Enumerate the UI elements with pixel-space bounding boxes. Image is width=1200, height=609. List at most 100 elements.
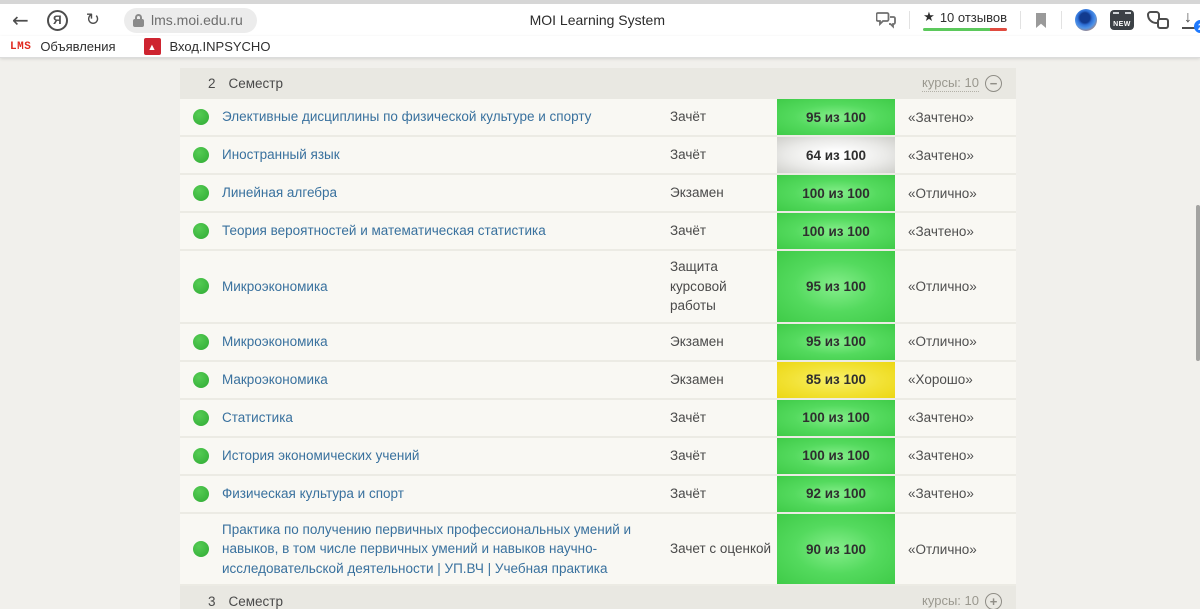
course-row: Элективные дисциплины по физической куль… bbox=[180, 99, 1016, 137]
course-name-cell: Элективные дисциплины по физической куль… bbox=[222, 101, 670, 133]
assessment-type-cell: Зачёт bbox=[670, 402, 777, 434]
downloads-button[interactable]: ↓ 2 bbox=[1182, 9, 1200, 31]
course-link[interactable]: Микроэкономика bbox=[222, 279, 328, 294]
assessment-type-cell: Зачёт bbox=[670, 478, 777, 510]
status-dot-icon bbox=[193, 410, 209, 426]
separator bbox=[1061, 11, 1062, 29]
separator bbox=[909, 11, 910, 29]
grade-cell: «Зачтено» bbox=[895, 224, 1016, 239]
course-name-cell: Микроэкономика bbox=[222, 326, 670, 358]
status-cell bbox=[180, 410, 222, 426]
grade-cell: «Зачтено» bbox=[895, 486, 1016, 501]
course-row: Теория вероятностей и математическая ста… bbox=[180, 213, 1016, 251]
rating-bar bbox=[923, 28, 1007, 31]
course-row: История экономических учений Зачёт 100 и… bbox=[180, 438, 1016, 476]
assessment-type-cell: Экзамен bbox=[670, 177, 777, 209]
assessment-type-cell: Зачёт bbox=[670, 139, 777, 171]
status-dot-icon bbox=[193, 147, 209, 163]
collections-icon[interactable] bbox=[1147, 11, 1169, 29]
courses-count-link[interactable]: курсы: 10 bbox=[922, 75, 979, 92]
bookmark-announcements[interactable]: LMS Объявления bbox=[10, 39, 116, 54]
score-badge: 85 из 100 bbox=[777, 362, 895, 398]
status-dot-icon bbox=[193, 486, 209, 502]
course-link[interactable]: Физическая культура и спорт bbox=[222, 486, 404, 501]
status-dot-icon bbox=[193, 448, 209, 464]
assessment-type-cell: Экзамен bbox=[670, 326, 777, 358]
semester-3-expand-control[interactable]: курсы: 10 + bbox=[922, 593, 1002, 609]
status-cell bbox=[180, 278, 222, 294]
course-name-cell: Физическая культура и спорт bbox=[222, 478, 670, 510]
expand-plus-icon[interactable]: + bbox=[985, 593, 1002, 609]
course-row: Статистика Зачёт 100 из 100 «Зачтено» bbox=[180, 400, 1016, 438]
site-rating[interactable]: ★ 10 отзывов bbox=[923, 9, 1007, 31]
yandex-logo-icon[interactable]: Я bbox=[47, 10, 68, 31]
assessment-type-cell: Экзамен bbox=[670, 364, 777, 396]
course-link[interactable]: Иностранный язык bbox=[222, 147, 340, 162]
bookmark-inpsycho-login[interactable]: ▲ Вход.INPSYCHO bbox=[144, 38, 271, 55]
status-cell bbox=[180, 109, 222, 125]
star-icon: ★ bbox=[923, 9, 935, 25]
score-badge: 92 из 100 bbox=[777, 476, 895, 512]
new-extension-icon[interactable]: NEW bbox=[1110, 10, 1134, 30]
semester-2-header: 2 Семестр курсы: 10 − bbox=[180, 68, 1016, 99]
vertical-scrollbar[interactable] bbox=[1196, 205, 1200, 361]
address-bar[interactable]: lms.moi.edu.ru bbox=[124, 8, 257, 33]
assessment-type-cell: Зачёт bbox=[670, 101, 777, 133]
course-row: Практика по получению первичных професси… bbox=[180, 514, 1016, 587]
course-rows: Элективные дисциплины по физической куль… bbox=[180, 99, 1016, 586]
course-link[interactable]: Элективные дисциплины по физической куль… bbox=[222, 109, 591, 124]
assessment-type-cell: Зачет с оценкой bbox=[670, 533, 777, 565]
refresh-button[interactable]: ↻ bbox=[86, 12, 100, 29]
url-text: lms.moi.edu.ru bbox=[151, 12, 243, 28]
course-name-cell: Теория вероятностей и математическая ста… bbox=[222, 215, 670, 247]
course-row: Макроэкономика Экзамен 85 из 100 «Хорошо… bbox=[180, 362, 1016, 400]
courses-count-link[interactable]: курсы: 10 bbox=[922, 593, 979, 609]
course-name-cell: Микроэкономика bbox=[222, 271, 670, 303]
status-cell bbox=[180, 223, 222, 239]
course-name-cell: Практика по получению первичных професси… bbox=[222, 514, 670, 585]
downloads-count-badge: 2 bbox=[1194, 20, 1200, 33]
grades-table: 2 Семестр курсы: 10 − Элективные дисципл… bbox=[180, 68, 1016, 609]
semester-2-collapse-control[interactable]: курсы: 10 − bbox=[922, 75, 1002, 92]
course-link[interactable]: Линейная алгебра bbox=[222, 185, 337, 200]
status-cell bbox=[180, 486, 222, 502]
course-row: Физическая культура и спорт Зачёт 92 из … bbox=[180, 476, 1016, 514]
course-name-cell: История экономических учений bbox=[222, 440, 670, 472]
course-name-cell: Макроэкономика bbox=[222, 364, 670, 396]
status-cell bbox=[180, 541, 222, 557]
grade-cell: «Хорошо» bbox=[895, 372, 1016, 387]
browser-toolbar: ← Я ↻ lms.moi.edu.ru MOI Learning System… bbox=[0, 4, 1200, 36]
rating-label: 10 отзывов bbox=[940, 10, 1007, 25]
course-link[interactable]: Макроэкономика bbox=[222, 372, 328, 387]
extension-profile-icon[interactable] bbox=[1075, 9, 1097, 31]
back-button[interactable]: ← bbox=[12, 10, 29, 30]
grade-cell: «Отлично» bbox=[895, 334, 1016, 349]
lock-icon bbox=[133, 14, 144, 27]
status-dot-icon bbox=[193, 278, 209, 294]
score-badge: 100 из 100 bbox=[777, 438, 895, 474]
assessment-type-cell: Зачёт bbox=[670, 215, 777, 247]
score-badge: 95 из 100 bbox=[777, 324, 895, 360]
course-link[interactable]: Статистика bbox=[222, 410, 293, 425]
status-cell bbox=[180, 185, 222, 201]
course-link[interactable]: Микроэкономика bbox=[222, 334, 328, 349]
course-row: Микроэкономика Защита курсовой работы 95… bbox=[180, 251, 1016, 324]
course-link[interactable]: Теория вероятностей и математическая ста… bbox=[222, 223, 546, 238]
course-row: Иностранный язык Зачёт 64 из 100 «Зачтен… bbox=[180, 137, 1016, 175]
course-link[interactable]: История экономических учений bbox=[222, 448, 419, 463]
separator bbox=[1020, 11, 1021, 29]
grade-cell: «Зачтено» bbox=[895, 448, 1016, 463]
course-link[interactable]: Практика по получению первичных професси… bbox=[222, 522, 631, 576]
feedback-icon[interactable] bbox=[876, 11, 896, 29]
grade-cell: «Зачтено» bbox=[895, 110, 1016, 125]
score-badge: 90 из 100 bbox=[777, 514, 895, 585]
status-dot-icon bbox=[193, 185, 209, 201]
status-dot-icon bbox=[193, 109, 209, 125]
score-badge: 100 из 100 bbox=[777, 175, 895, 211]
assessment-type-cell: Защита курсовой работы bbox=[670, 251, 777, 322]
assessment-type-cell: Зачёт bbox=[670, 440, 777, 472]
grade-cell: «Отлично» bbox=[895, 279, 1016, 294]
bookmark-flag-icon[interactable] bbox=[1034, 12, 1048, 29]
collapse-minus-icon[interactable]: − bbox=[985, 75, 1002, 92]
status-cell bbox=[180, 372, 222, 388]
